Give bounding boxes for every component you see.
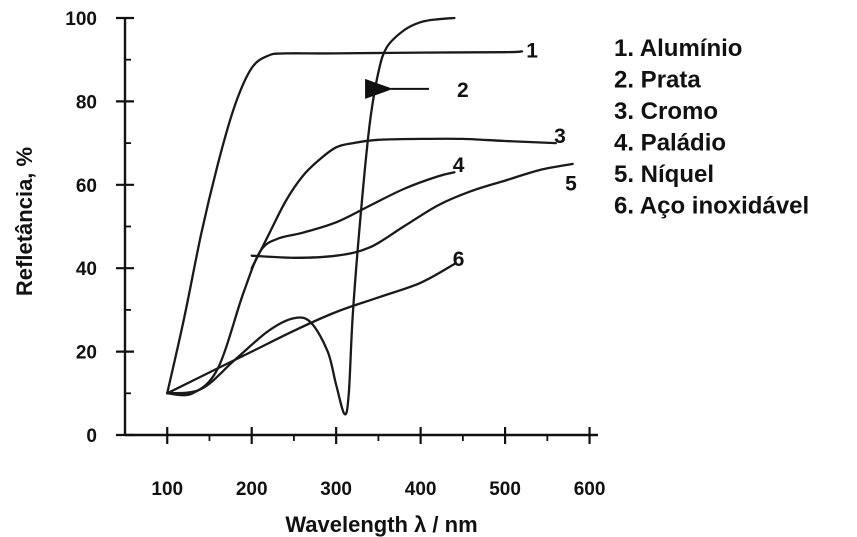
curve-label-6: 6 (453, 248, 465, 271)
series-line-1 (166, 50, 524, 395)
legend-item-4: 4. Paládio (614, 130, 726, 157)
curve-label-1: 1 (526, 39, 538, 62)
series-line-2 (166, 16, 456, 416)
y-tick-label: 20 (76, 343, 97, 364)
y-tick-label: 80 (76, 92, 97, 113)
series-layer (166, 16, 574, 416)
legend-item-5: 5. Níquel (614, 161, 714, 188)
x-tick-label: 400 (405, 479, 437, 500)
x-axis-title: Wavelength λ / nm (285, 512, 477, 537)
ticks: 0 20 40 60 80 100 100 200 300 400 500 600 (65, 9, 605, 500)
legend-item-2: 2. Prata (614, 67, 701, 94)
series-line-3 (250, 137, 557, 270)
series-line-4 (166, 171, 456, 397)
legend-item-3: 3. Cromo (614, 98, 718, 125)
curve-label-4: 4 (453, 154, 465, 177)
legend-item-6: 6. Aço inoxidável (614, 193, 809, 220)
y-tick-label: 0 (86, 426, 97, 447)
y-tick-label: 60 (76, 176, 97, 197)
axes (123, 18, 598, 437)
curve-label-2: 2 (457, 79, 469, 102)
legend-item-1: 1. Alumínio (614, 35, 742, 62)
legend: 1. Alumínio 2. Prata 3. Cromo 4. Paládio… (614, 35, 809, 220)
y-tick-label: 40 (76, 259, 97, 280)
x-tick-label: 200 (236, 479, 268, 500)
x-tick-label: 500 (489, 479, 521, 500)
x-tick-label: 100 (151, 479, 183, 500)
curve-label-3: 3 (554, 125, 566, 148)
series-line-6 (166, 262, 456, 395)
y-axis-title: Refletância, % (12, 147, 37, 296)
x-tick-label: 300 (320, 479, 352, 500)
curve-label-5: 5 (565, 173, 577, 196)
series-line-5 (250, 162, 574, 259)
curve-labels: 1 2 3 4 5 6 (365, 39, 577, 271)
y-tick-label: 100 (65, 9, 97, 30)
x-tick-label: 600 (574, 479, 606, 500)
